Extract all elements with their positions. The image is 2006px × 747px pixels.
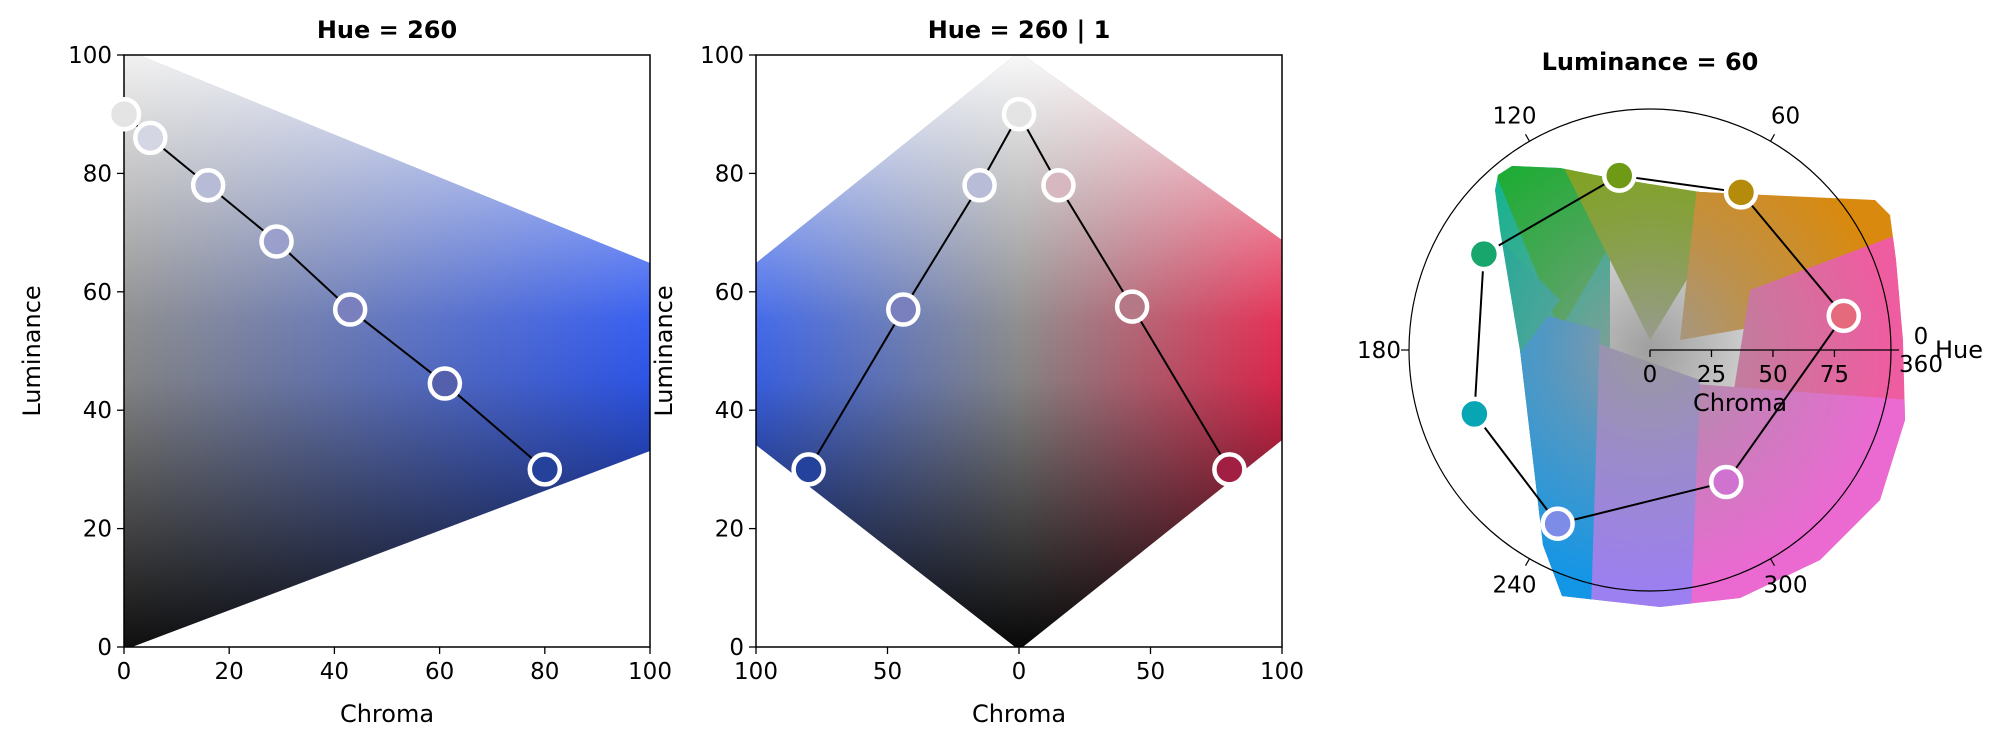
panel-2: 100 50 0 50 100 0 20 40 60 80 100 Hue = 260 | 1 C… [650,16,1304,728]
ytick-label: 20 [83,517,112,543]
data-point [527,452,563,487]
data-point [1708,464,1744,500]
data-point [190,167,226,203]
data-point [259,224,294,259]
panel-2-ylabel: Luminance [650,285,678,416]
panel-3-line [1473,174,1846,525]
panel-1-xticks: 0 20 40 60 80 100 [117,647,672,685]
r-tick-label: 75 [1820,362,1849,388]
theta-tick-label: 0 360 [1899,324,1943,378]
ytick-label: 0 [97,635,112,661]
data-point [427,366,463,401]
panel-2-xlabel: Chroma [972,700,1066,728]
panel-1-ylabel: Luminance [18,285,46,416]
data-point [1212,452,1247,487]
theta-tick-label: 240 [1493,573,1537,599]
data-point [106,96,142,132]
data-point [1540,506,1575,541]
xtick-label: 0 [1012,659,1027,685]
r-tick-label: 25 [1697,362,1726,388]
theta-tick-label: 120 [1493,103,1537,129]
xtick-label: 100 [628,659,672,685]
xtick-label: 20 [215,659,244,685]
panel-1-gamut [124,55,650,647]
data-point [1041,167,1076,203]
data-point [1001,96,1037,132]
theta-tick-label: 60 [1771,103,1800,129]
ytick-label: 100 [68,43,112,69]
panel-1: 0 20 40 60 80 100 0 20 40 60 80 100 Hue = 260 Chro… [18,16,672,728]
panel-1-yticks: 0 20 40 60 80 100 [68,43,124,661]
xtick-label: 100 [1260,659,1304,685]
panel-1-xlabel: Chroma [340,700,434,728]
ytick-label: 60 [83,280,112,306]
ytick-label: 0 [729,635,744,661]
data-point [1602,158,1637,193]
panel-2-title: Hue = 260 | 1 [928,16,1111,44]
data-point [962,167,997,203]
xtick-label: 0 [117,659,132,685]
panel-2-xticks: 100 50 0 50 100 [734,647,1304,685]
panel-2-gamut [756,55,1282,647]
panel-3-title: Luminance = 60 [1542,48,1759,76]
ytick-label: 40 [715,398,744,424]
panel-1-points [106,96,563,487]
ytick-label: 20 [715,517,744,543]
data-point [886,292,921,327]
panel-2-points [791,96,1247,487]
xtick-label: 100 [734,659,778,685]
xtick-label: 50 [873,659,902,685]
xtick-label: 50 [1136,659,1165,685]
data-point [1457,396,1492,432]
panel-1-title: Hue = 260 [317,16,457,44]
theta-tick-mark [1769,134,1776,142]
xtick-label: 60 [425,659,454,685]
panel-3: 0 360 60 120 180 240 300 0 25 50 75 Luminance = 6… [1357,48,1983,607]
data-point [1466,236,1502,272]
theta-tick-mark [1769,558,1776,566]
ytick-label: 60 [715,280,744,306]
data-point [1826,298,1861,334]
panel-3-points [1457,158,1861,541]
panel-2-yticks: 0 20 40 60 80 100 [700,43,756,661]
theta-tick-label: 180 [1357,338,1401,364]
xtick-label: 40 [320,659,349,685]
panel-1-frame [123,54,651,648]
r-tick-label: 50 [1758,362,1787,388]
data-point [332,292,368,327]
panel-3-r-label: Chroma [1693,389,1787,417]
panel-3-theta-ticks: 0 360 60 120 180 240 300 [1357,103,1943,598]
ytick-label: 80 [83,161,112,187]
data-point [133,120,168,156]
data-point [1723,175,1759,210]
ytick-label: 40 [83,398,112,424]
theta-tick-mark [1524,134,1531,142]
panel-3-r-axis: 0 25 50 75 [1643,349,1891,388]
panel-3-theta-label: Hue [1935,336,1983,364]
data-point [1114,289,1150,324]
theta-tick-label: 300 [1764,573,1808,599]
r-tick-label: 0 [1643,362,1658,388]
data-point [791,452,826,487]
theta-tick-mark [1524,558,1531,566]
ytick-label: 100 [700,43,744,69]
xtick-label: 80 [530,659,559,685]
ytick-label: 80 [715,161,744,187]
